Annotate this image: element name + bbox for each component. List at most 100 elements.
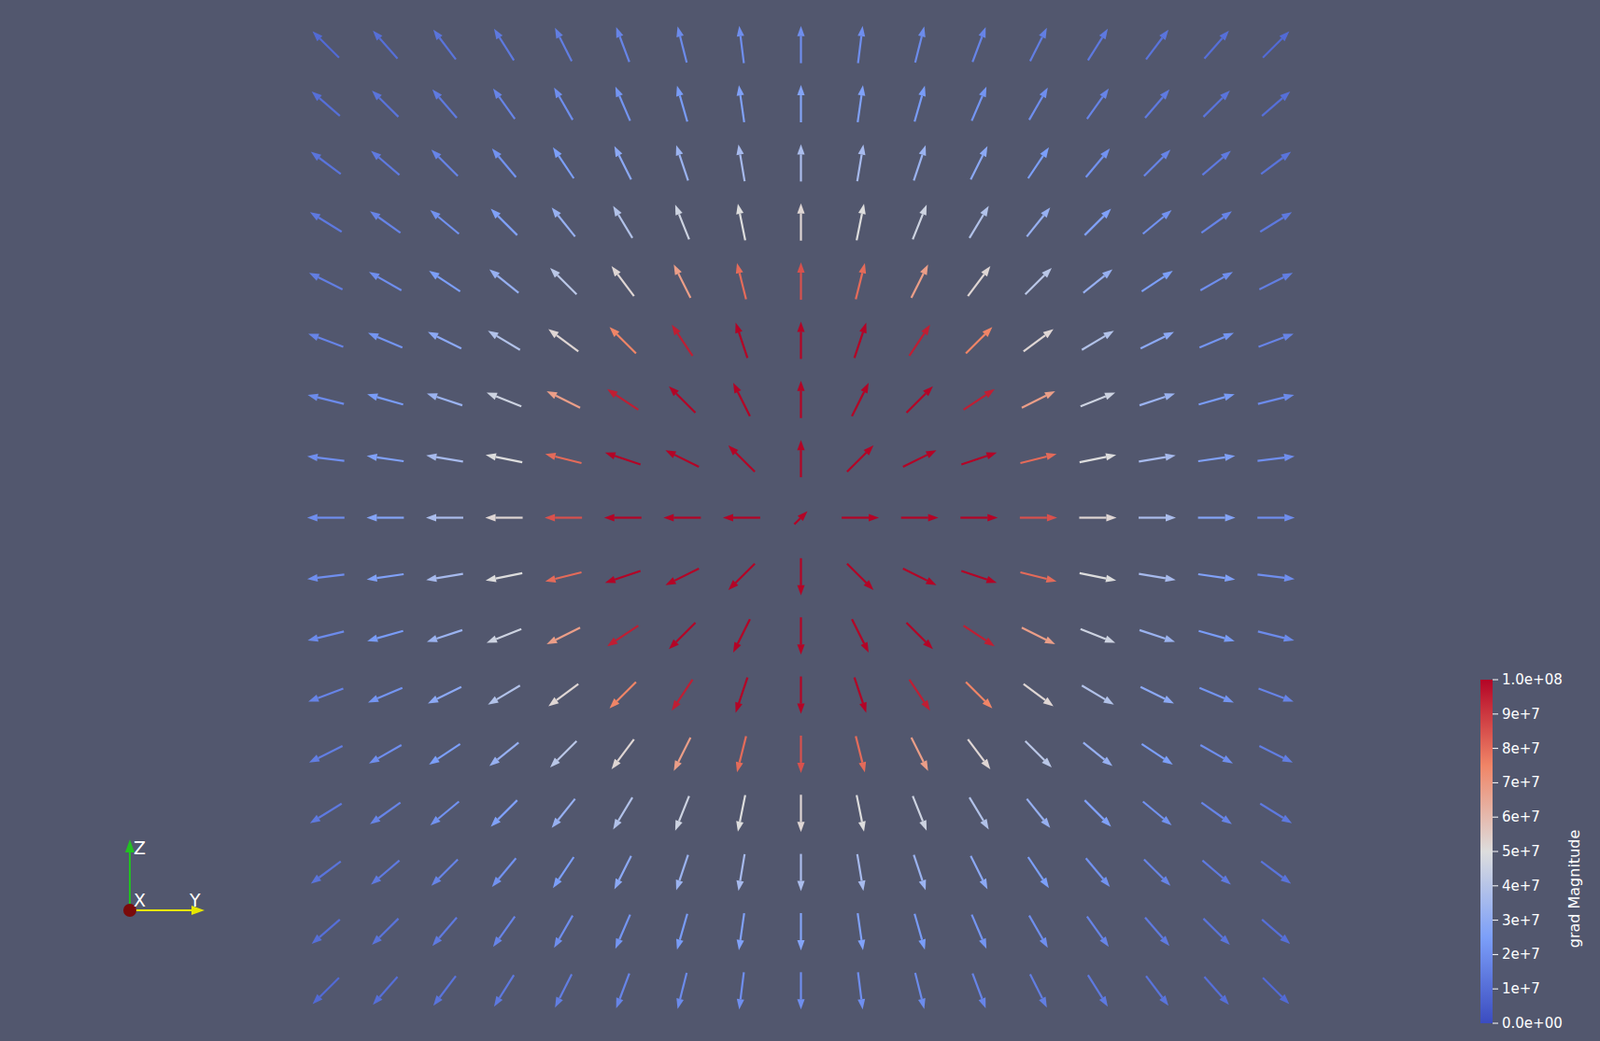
glyph-shaft (1262, 977, 1283, 997)
gradient-glyph (675, 796, 690, 832)
glyph-shaft (618, 797, 633, 822)
glyph-shaft (739, 272, 747, 299)
gradient-glyph (1200, 745, 1233, 765)
glyph-shaft (558, 799, 576, 822)
glyph-shaft (965, 681, 986, 701)
glyph-shaft (857, 95, 862, 123)
glyph-head (676, 144, 684, 156)
glyph-shaft (1259, 746, 1284, 759)
glyph-head (371, 90, 383, 101)
glyph-shaft (556, 684, 579, 701)
gradient-glyph (673, 737, 691, 772)
glyph-shaft (799, 617, 802, 645)
glyph-head (920, 760, 929, 772)
gradient-glyph (612, 206, 633, 239)
glyph-shaft (1080, 396, 1106, 407)
gradient-glyph (1261, 920, 1290, 945)
glyph-head (925, 577, 937, 585)
gradient-glyph (1258, 333, 1293, 347)
glyph-shaft (379, 38, 397, 59)
gradient-glyph (487, 330, 520, 351)
gradient-glyph (915, 973, 926, 1010)
glyph-shaft (317, 574, 345, 579)
gradient-glyph (485, 573, 523, 583)
glyph-shaft (1083, 275, 1105, 293)
gradient-glyph (1026, 799, 1050, 829)
glyph-shaft (616, 334, 637, 354)
glyph-shaft (1141, 744, 1164, 760)
gradient-glyph (855, 263, 866, 300)
glyph-shaft (851, 619, 864, 644)
gradient-glyph (308, 333, 343, 347)
glyph-head (978, 938, 987, 950)
glyph-shaft (495, 456, 523, 463)
glyph-head (1223, 393, 1235, 401)
gradient-glyph (492, 148, 517, 178)
colorbar-tick (1492, 885, 1499, 887)
gradient-glyph (490, 800, 517, 827)
glyph-head (371, 934, 383, 946)
gradient-glyph (368, 333, 403, 349)
glyph-head (918, 85, 926, 98)
colorbar-tick (1492, 782, 1499, 784)
gradient-glyph (1258, 394, 1295, 405)
gradient-glyph (676, 26, 687, 63)
glyph-head (1165, 514, 1176, 523)
glyph-head (1223, 635, 1235, 643)
glyph-shaft (439, 37, 456, 59)
gradient-glyph (793, 510, 808, 524)
colorbar-title: grad Magnitude (1565, 830, 1584, 949)
glyph-shaft (558, 155, 574, 179)
gradient-glyph (545, 572, 582, 583)
glyph-shaft (1198, 631, 1225, 639)
gradient-glyph (1260, 212, 1292, 232)
gradient-glyph (857, 913, 865, 951)
glyph-shaft (495, 629, 522, 640)
glyph-head (425, 453, 438, 462)
glyph-head (369, 211, 381, 221)
glyph-head (432, 89, 442, 100)
glyph-head (370, 150, 382, 160)
glyph-shaft (903, 568, 928, 581)
gradient-glyph (432, 89, 457, 118)
gradient-glyph (909, 325, 931, 356)
glyph-head (1164, 453, 1176, 462)
glyph-head (1219, 994, 1230, 1006)
glyph-head (431, 149, 442, 160)
glyph-shaft (438, 156, 459, 176)
glyph-head (366, 514, 377, 523)
glyph-head (426, 635, 439, 643)
glyph-head (490, 817, 501, 828)
glyph-head (922, 386, 934, 397)
glyph-head (1159, 29, 1169, 41)
gradient-glyph (965, 326, 992, 354)
triad-label: Z (133, 837, 146, 859)
glyph-head (1281, 815, 1292, 824)
glyph-shaft (498, 155, 517, 177)
glyph-shaft (1026, 799, 1044, 822)
glyph-shaft (679, 914, 688, 941)
glyph-shaft (1087, 97, 1104, 120)
gradient-glyph (430, 210, 460, 235)
glyph-shaft (1087, 917, 1104, 940)
glyph-head (312, 31, 324, 43)
gradient-glyph (736, 84, 745, 123)
glyph-head (984, 389, 995, 398)
glyph-shaft (677, 333, 693, 356)
glyph-head (1163, 393, 1176, 401)
glyph-shaft (961, 455, 988, 465)
glyph-head (733, 382, 742, 395)
gradient-glyph (428, 270, 460, 292)
glyph-head (604, 514, 615, 523)
glyph-head (1161, 210, 1172, 220)
glyph-shaft (1258, 631, 1285, 638)
glyph-head (676, 879, 684, 892)
glyph-head (1279, 934, 1290, 945)
gradient-glyph (797, 262, 806, 300)
gradient-glyph (1146, 976, 1169, 1006)
render-view: 0.0e+001e+72e+73e+74e+75e+76e+77e+78e+79… (0, 0, 1600, 1041)
glyph-head (432, 935, 442, 947)
gradient-glyph (433, 29, 456, 60)
glyph-head (550, 757, 561, 768)
glyph-shaft (963, 395, 987, 411)
